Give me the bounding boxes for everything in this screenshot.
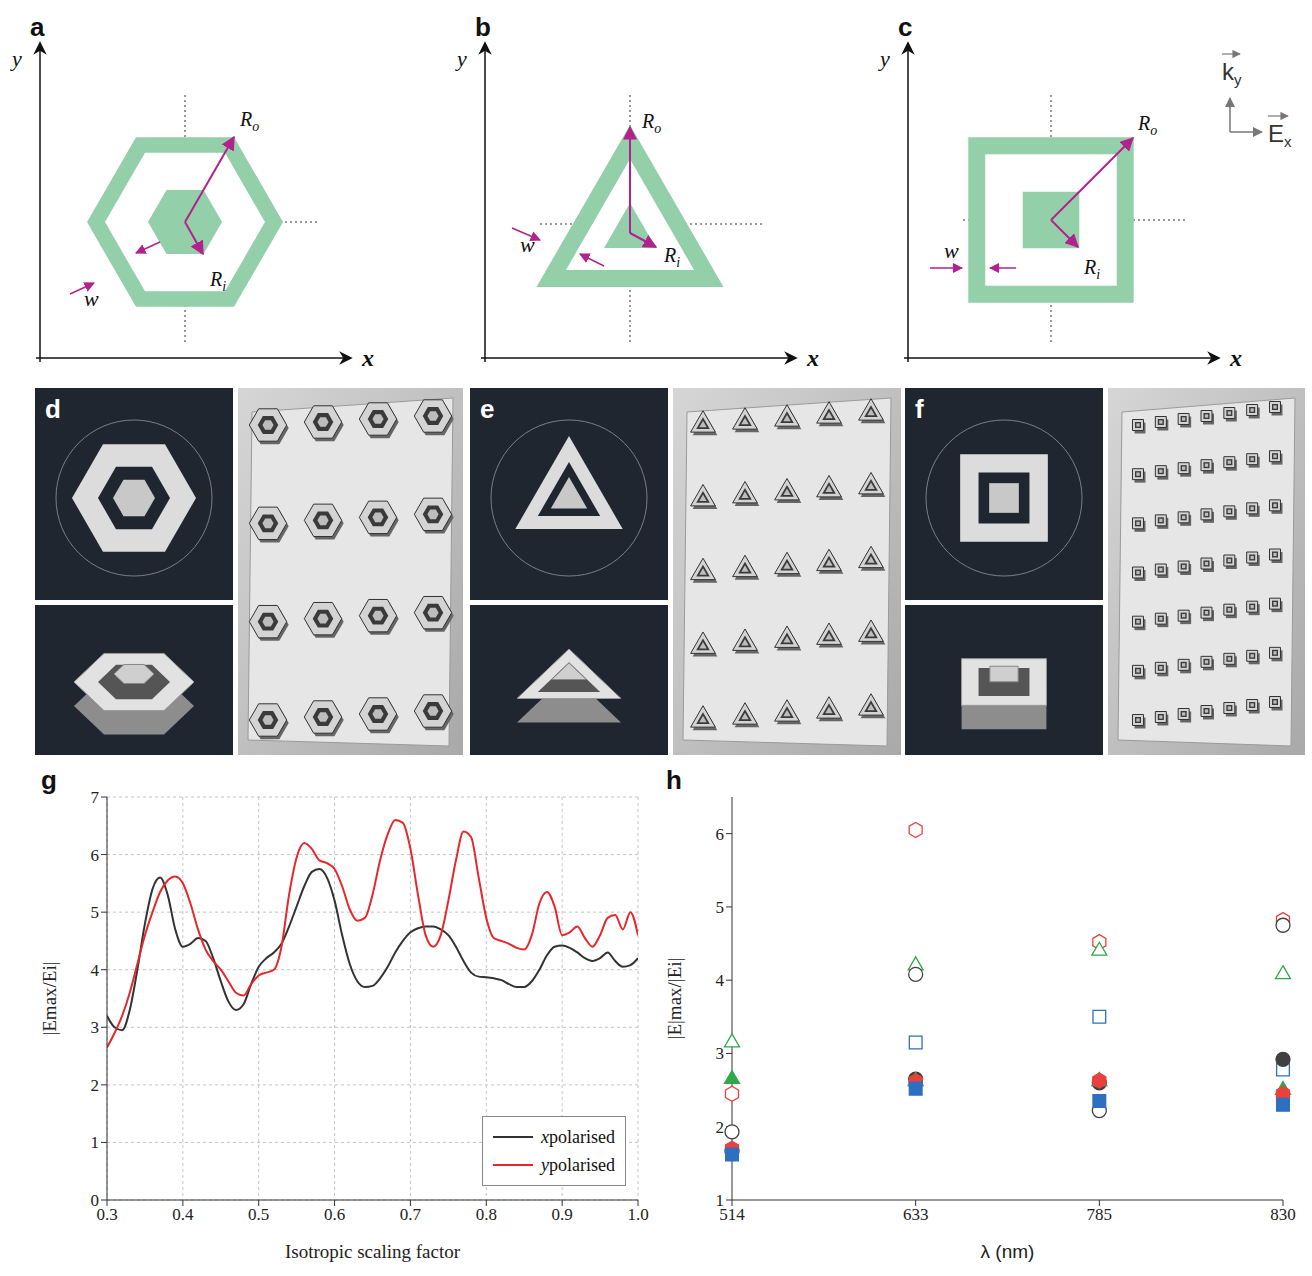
svg-text:λ (nm): λ (nm) (981, 1241, 1035, 1262)
svg-text:3: 3 (91, 1018, 100, 1037)
svg-text:b: b (475, 12, 491, 42)
svg-text:5: 5 (716, 898, 725, 917)
html-text:h: h (666, 765, 682, 795)
svg-text:830: 830 (1270, 1205, 1296, 1224)
svg-text:0.7: 0.7 (400, 1205, 422, 1224)
svg-text:0.3: 0.3 (96, 1205, 117, 1224)
svg-text:785: 785 (1087, 1205, 1113, 1224)
svg-text:5: 5 (91, 903, 100, 922)
html-text:x polarised: x polarised (541, 1126, 615, 1147)
svg-text:y: y (455, 46, 467, 71)
svg-text:0.5: 0.5 (248, 1205, 269, 1224)
svg-text:Ri: Ri (663, 244, 680, 270)
svg-text:Ri: Ri (1083, 256, 1100, 282)
svg-text:0: 0 (91, 1191, 100, 1210)
svg-text:633: 633 (903, 1205, 929, 1224)
svg-text:|Emax/Ei|: |Emax/Ei| (39, 961, 60, 1035)
svg-text:Ri: Ri (209, 268, 226, 294)
svg-text:y: y (10, 46, 22, 71)
svg-text:1.0: 1.0 (627, 1205, 648, 1224)
html-text:y polarised: y polarised (541, 1154, 615, 1175)
svg-text:a: a (30, 12, 45, 42)
svg-text:x: x (361, 345, 374, 371)
svg-text:w: w (520, 232, 535, 257)
svg-text:Ro: Ro (239, 108, 259, 134)
svg-text:f: f (915, 394, 924, 424)
svg-text:0.8: 0.8 (476, 1205, 497, 1224)
svg-text:y: y (878, 46, 890, 71)
html-text:g: g (41, 765, 57, 795)
svg-text:Ro: Ro (641, 110, 661, 136)
svg-text:1: 1 (91, 1133, 100, 1152)
svg-text:Isotropic scaling factor: Isotropic scaling factor (285, 1241, 461, 1262)
svg-text:2: 2 (91, 1076, 100, 1095)
svg-text:2: 2 (716, 1118, 725, 1137)
svg-text:c: c (898, 12, 912, 42)
svg-text:3: 3 (716, 1044, 725, 1063)
svg-text:1: 1 (716, 1191, 725, 1210)
svg-text:7: 7 (91, 788, 100, 807)
svg-text:4: 4 (91, 961, 100, 980)
svg-text:w: w (944, 238, 959, 263)
svg-text:4: 4 (716, 971, 725, 990)
svg-text:0.9: 0.9 (552, 1205, 573, 1224)
svg-text:d: d (45, 394, 61, 424)
svg-text:514: 514 (719, 1205, 745, 1225)
svg-text:|E|max/|Ei|: |E|max/|Ei| (664, 958, 685, 1040)
svg-text:w: w (84, 286, 99, 311)
svg-text:ky: ky (1222, 58, 1242, 88)
svg-text:0.4: 0.4 (172, 1205, 194, 1224)
svg-text:Ro: Ro (1137, 112, 1157, 138)
svg-text:Ex: Ex (1268, 120, 1292, 150)
svg-text:0.6: 0.6 (324, 1205, 345, 1224)
svg-text:6: 6 (91, 846, 100, 865)
svg-text:x: x (1229, 345, 1242, 371)
svg-text:x: x (806, 345, 819, 371)
svg-text:6: 6 (716, 825, 725, 844)
svg-text:e: e (480, 394, 494, 424)
